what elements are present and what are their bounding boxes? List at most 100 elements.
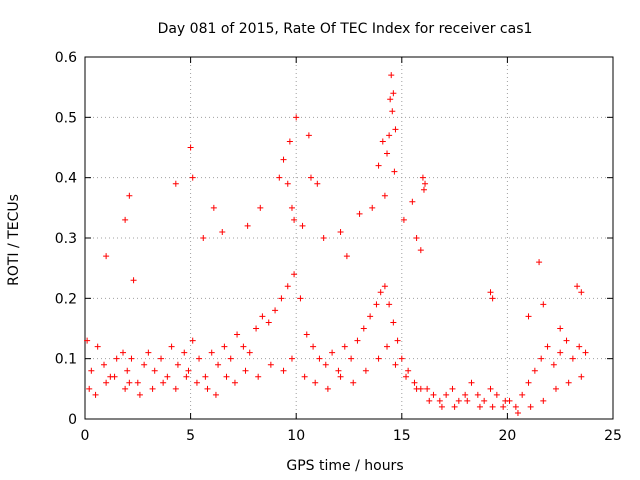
data-point xyxy=(384,343,391,350)
data-point xyxy=(384,150,391,157)
data-point xyxy=(430,391,437,398)
y-tick-label: 0.5 xyxy=(55,110,77,126)
data-point xyxy=(322,361,329,368)
data-point xyxy=(413,235,420,241)
data-point xyxy=(489,403,496,410)
data-point xyxy=(168,343,175,350)
y-tick-label: 0 xyxy=(68,412,77,428)
data-point xyxy=(215,361,222,368)
data-point xyxy=(103,379,110,386)
axis-ticks: 0 5 10 15 20 25 0 0.1 0.2 0.3 0.4 0.5 0.6 xyxy=(55,50,622,444)
data-point xyxy=(390,319,397,326)
data-point xyxy=(284,283,291,290)
y-tick-label: 0.6 xyxy=(55,50,77,66)
y-tick-label: 0.3 xyxy=(55,231,77,247)
data-point xyxy=(379,138,386,145)
data-point xyxy=(386,132,393,139)
data-point xyxy=(455,397,462,404)
data-point xyxy=(540,397,547,404)
x-tick-label: 0 xyxy=(81,428,90,444)
data-point xyxy=(253,325,260,332)
data-point xyxy=(557,325,564,332)
data-point xyxy=(413,385,420,392)
data-point xyxy=(193,379,200,386)
data-point xyxy=(375,162,382,169)
data-point xyxy=(221,343,228,350)
data-point xyxy=(337,228,344,235)
data-point xyxy=(88,367,95,374)
data-point xyxy=(234,331,241,338)
data-point xyxy=(519,391,526,398)
data-point xyxy=(476,403,483,410)
data-point xyxy=(227,355,234,362)
data-point xyxy=(398,355,405,362)
data-point xyxy=(124,367,131,374)
data-point xyxy=(172,385,179,392)
y-axis-label: ROTI / TECUs xyxy=(6,194,22,286)
data-point xyxy=(527,403,534,410)
data-point xyxy=(487,385,494,392)
data-point xyxy=(390,90,397,97)
data-point xyxy=(149,385,156,392)
data-point xyxy=(362,367,369,374)
data-point xyxy=(350,379,357,386)
data-point xyxy=(563,337,570,344)
data-point xyxy=(420,186,427,193)
data-point xyxy=(552,385,559,392)
data-point xyxy=(244,222,251,229)
data-point xyxy=(381,283,388,290)
data-point xyxy=(389,108,396,115)
data-point xyxy=(301,373,308,380)
data-point xyxy=(278,295,285,302)
data-point xyxy=(356,210,363,217)
data-point xyxy=(92,391,99,398)
data-point xyxy=(464,397,471,404)
data-point xyxy=(284,180,291,187)
data-point xyxy=(388,72,395,79)
data-point xyxy=(288,204,295,211)
data-point xyxy=(405,367,412,374)
data-point xyxy=(324,385,331,392)
data-point xyxy=(536,259,543,266)
data-point xyxy=(438,403,445,410)
data-point xyxy=(565,379,572,386)
data-point xyxy=(136,391,143,398)
data-point xyxy=(400,216,407,223)
data-point xyxy=(86,385,93,392)
data-point xyxy=(348,355,355,362)
data-point xyxy=(204,385,211,392)
data-point xyxy=(158,355,165,362)
data-point xyxy=(128,355,135,362)
data-point xyxy=(183,373,190,380)
data-point xyxy=(320,235,327,241)
data-point xyxy=(386,301,393,308)
data-point xyxy=(500,403,507,410)
data-point xyxy=(94,343,101,350)
x-tick-label: 25 xyxy=(604,428,622,444)
data-point xyxy=(557,349,564,356)
data-point xyxy=(514,409,521,416)
data-point xyxy=(174,361,181,368)
data-point xyxy=(574,283,581,290)
data-point xyxy=(223,373,230,380)
data-point xyxy=(392,126,399,133)
data-point xyxy=(512,403,519,410)
data-point xyxy=(126,192,133,199)
x-axis-label: GPS time / hours xyxy=(286,458,403,474)
data-point xyxy=(525,313,532,320)
data-point xyxy=(299,222,306,229)
data-point xyxy=(335,367,342,374)
data-point xyxy=(451,403,458,410)
data-point xyxy=(392,361,399,368)
data-point xyxy=(208,349,215,356)
data-point xyxy=(130,277,137,284)
data-point xyxy=(126,379,133,386)
data-point xyxy=(394,337,401,344)
data-point xyxy=(578,373,585,380)
data-point xyxy=(111,373,118,380)
data-point xyxy=(487,289,494,296)
data-point xyxy=(291,216,298,223)
data-point xyxy=(246,349,253,356)
data-point xyxy=(329,349,336,356)
